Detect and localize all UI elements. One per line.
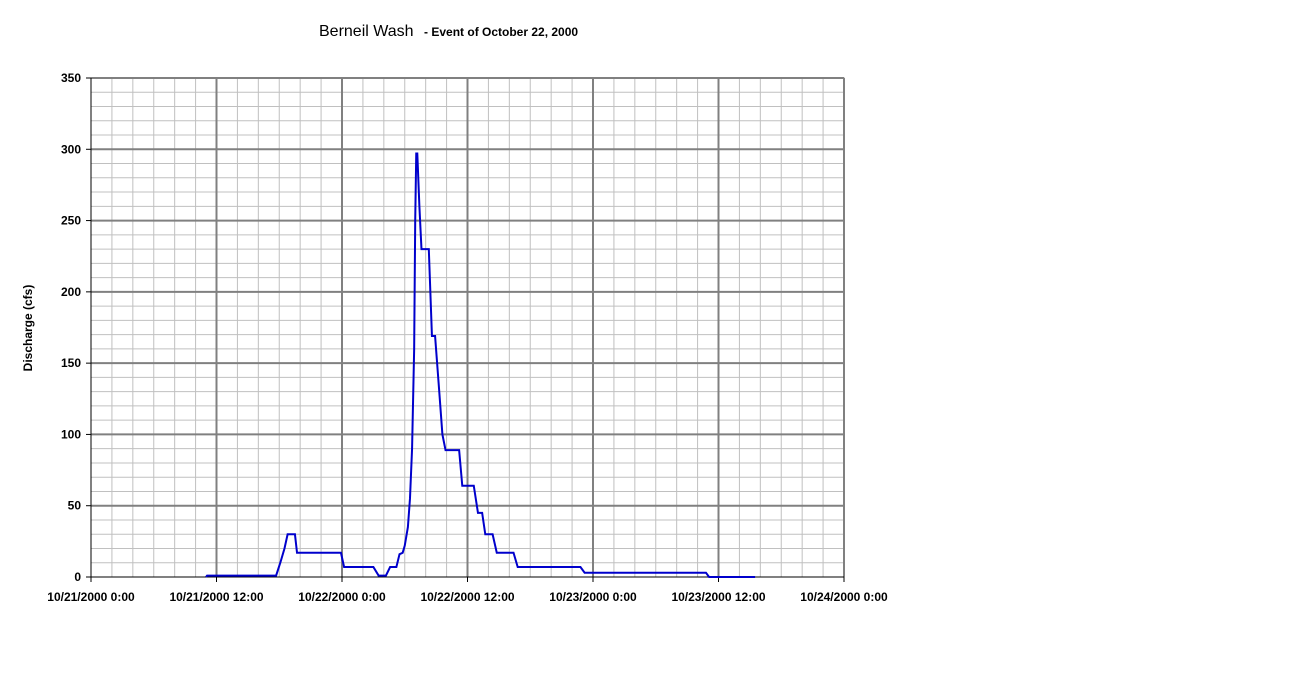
y-axis-title: Discharge (cfs) [21,285,35,372]
y-tick-label: 0 [74,570,81,584]
y-tick-label: 100 [61,427,81,441]
y-tick-label: 300 [61,142,81,156]
series-line-1 [205,152,756,578]
x-tick-labels: 10/21/2000 0:00 10/21/2000 12:00 10/22/200… [47,590,888,604]
x-tick-label: 10/23/2000 0:00 [549,590,637,604]
series-group [205,152,756,578]
x-tick-label: 10/21/2000 0:00 [47,590,135,604]
y-tick-label: 50 [68,499,82,513]
chart-title: Berneil Wash - Event of October 22, 2000 [319,23,578,40]
x-tick-label: 10/22/2000 12:00 [420,590,514,604]
chart-title-main: Berneil Wash [319,23,414,40]
chart-title-sub: - Event of October 22, 2000 [424,25,578,39]
y-tick-label: 350 [61,71,81,85]
x-tick-label: 10/21/2000 12:00 [169,590,263,604]
y-tick-label: 200 [61,285,81,299]
x-tick-label: 10/23/2000 12:00 [671,590,765,604]
x-tick-label: 10/24/2000 0:00 [800,590,888,604]
major-gridlines [91,77,845,577]
y-tick-labels: 0 50 100 150 200 250 300 350 [61,71,81,584]
y-tick-label: 150 [61,356,81,370]
y-tick-label: 250 [61,214,81,228]
x-tick-label: 10/22/2000 0:00 [298,590,386,604]
